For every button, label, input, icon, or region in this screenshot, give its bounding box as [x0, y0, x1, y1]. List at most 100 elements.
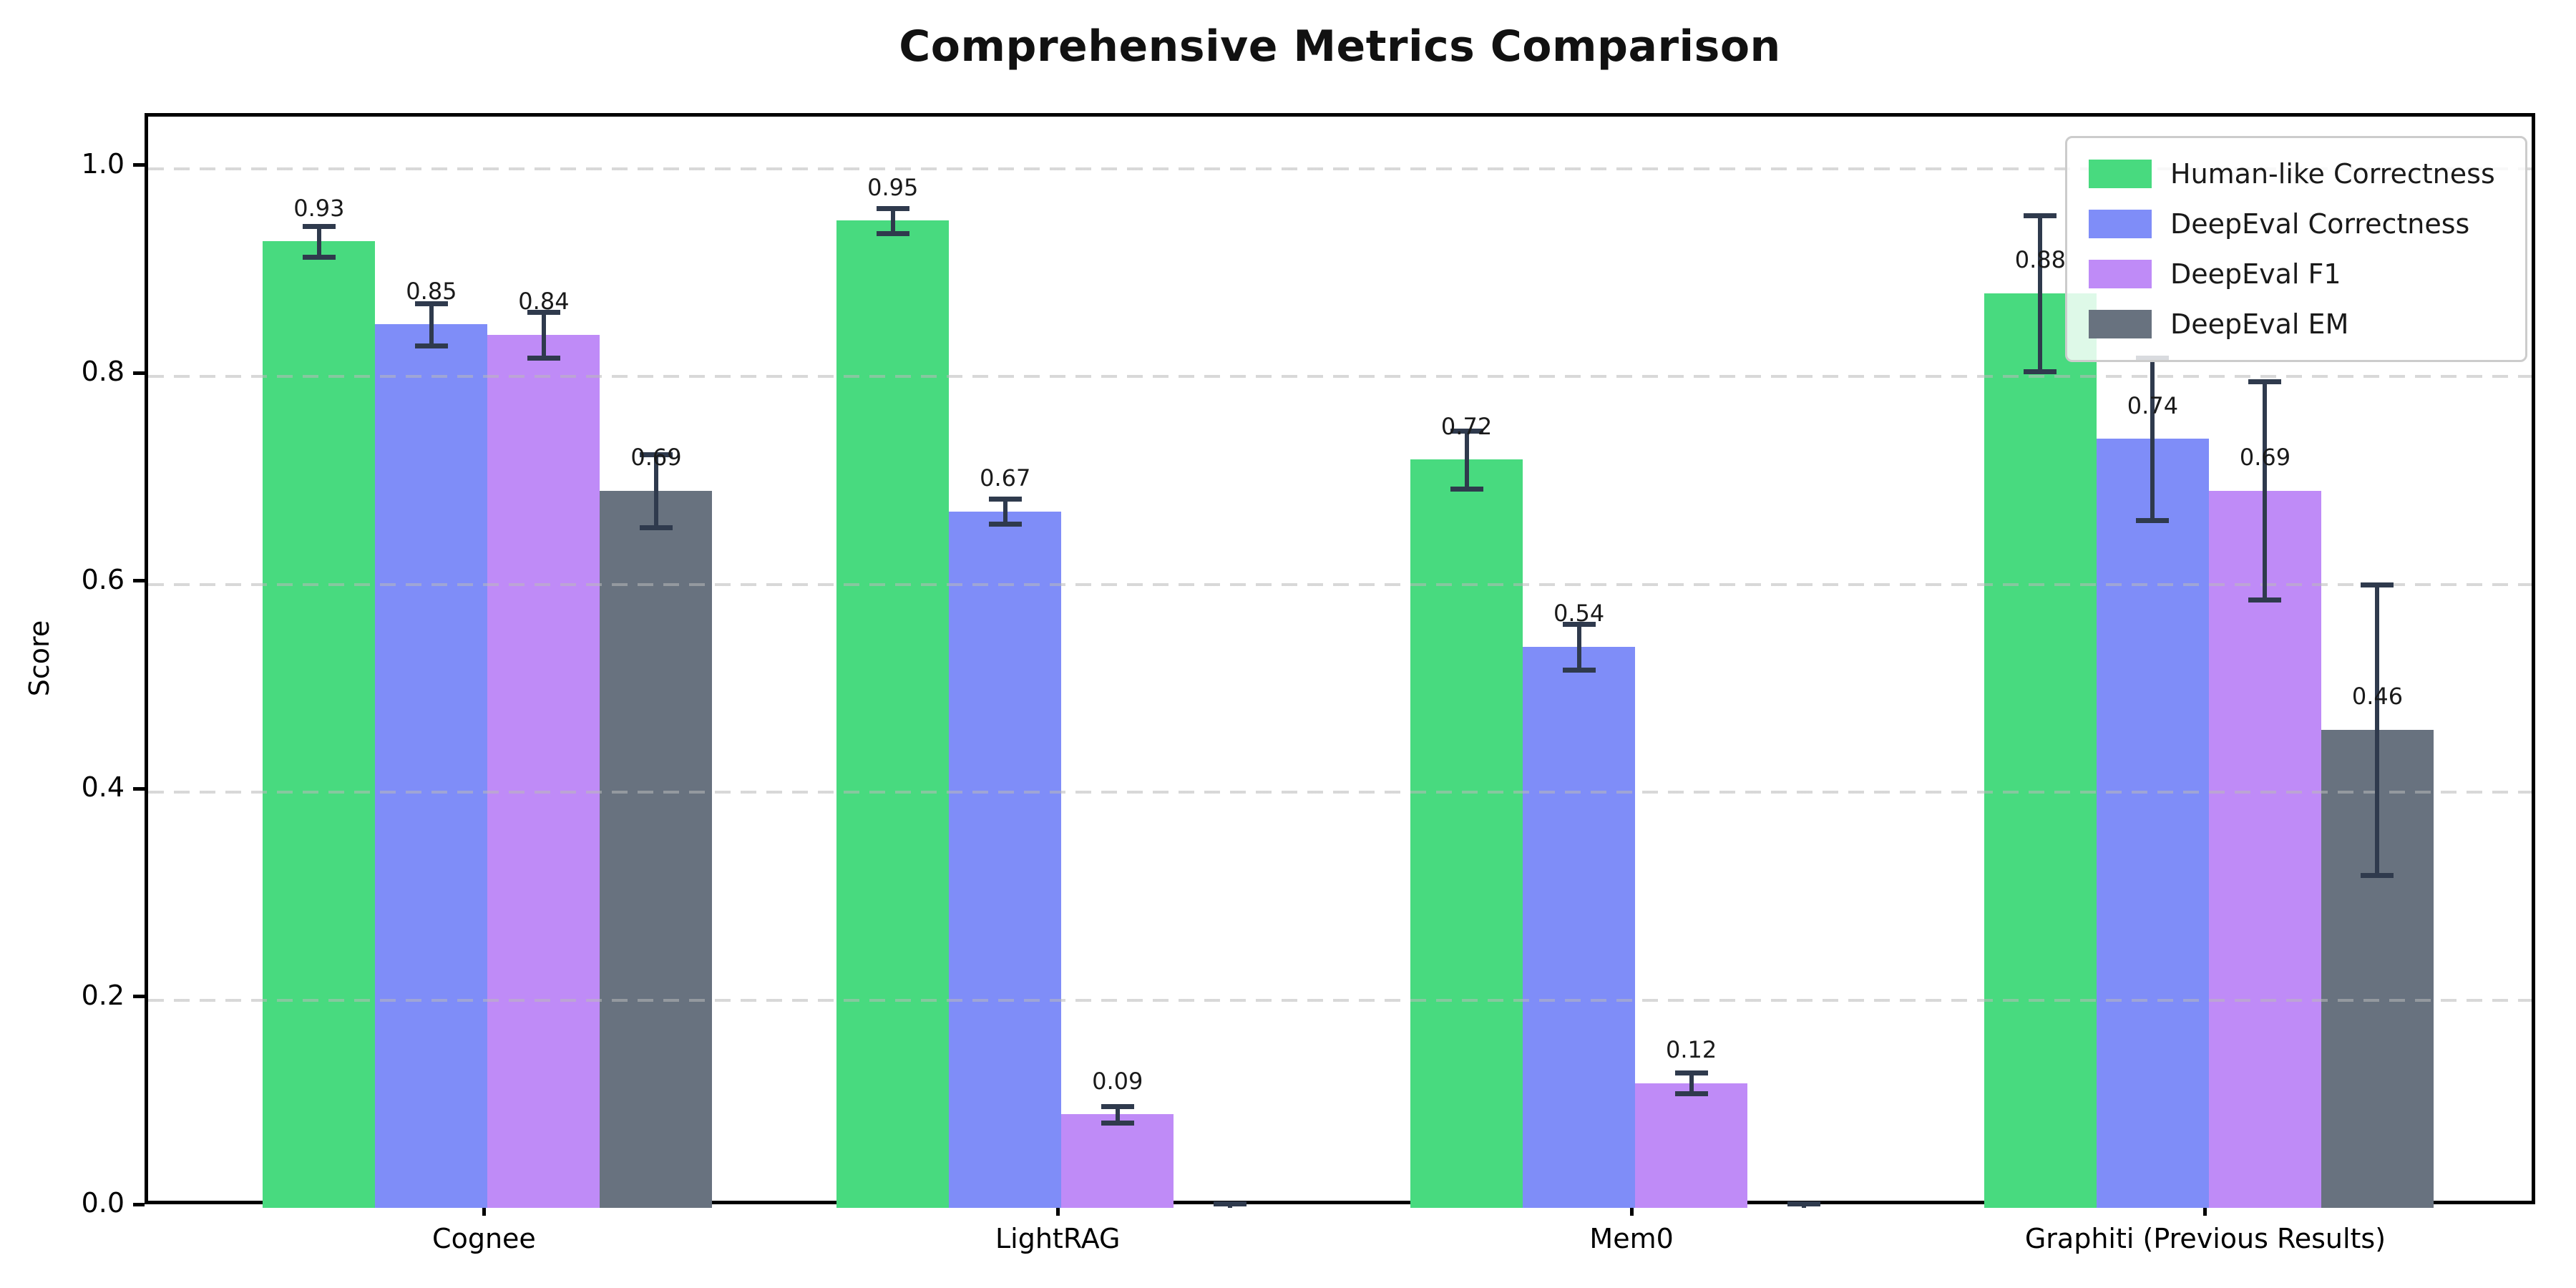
gridline	[148, 791, 2532, 794]
error-bar-cap	[1450, 428, 1483, 434]
legend-label: DeepEval Correctness	[2170, 208, 2470, 240]
legend-label: Human-like Correctness	[2170, 158, 2495, 190]
error-bar-cap	[302, 255, 336, 260]
plot-area: 0.93 0.95 0.72 0.88 0.85 0.67 0.54 0.74 0.84 0.09…	[145, 113, 2535, 1208]
legend-swatch	[2089, 260, 2152, 288]
bar-value-label: 0.69	[630, 444, 682, 472]
error-bar	[2263, 381, 2268, 600]
gridline	[148, 582, 2532, 586]
y-tick-label: 1.0	[81, 147, 125, 180]
error-bar-cap	[2024, 369, 2057, 374]
error-bar-cap	[1450, 486, 1483, 492]
error-bar	[2150, 357, 2155, 520]
x-tick-mark	[482, 1204, 486, 1216]
error-bar-cap	[2024, 213, 2057, 218]
y-tick-mark	[133, 371, 145, 375]
error-bar	[1115, 1106, 1120, 1123]
y-tick-mark	[133, 995, 145, 999]
legend: Human-like Correctness DeepEval Correctne…	[2065, 136, 2527, 362]
error-bar-cap	[2136, 517, 2170, 523]
error-bar-cap	[1674, 1070, 1708, 1076]
error-bar-cap	[1674, 1091, 1708, 1097]
error-bar-cap	[527, 310, 560, 316]
bar-value-label: 0.69	[2239, 444, 2291, 472]
error-bar-cap	[1213, 1201, 1246, 1207]
error-bar-cap	[639, 525, 673, 530]
error-bar-cap	[302, 223, 336, 229]
bar	[949, 511, 1062, 1208]
bar-value-label: 0.85	[406, 277, 457, 305]
bar-value-label: 0.95	[867, 173, 919, 201]
error-bar	[541, 312, 546, 358]
bar-value-label: 0.74	[2127, 391, 2179, 419]
y-tick-label: 0.6	[81, 563, 125, 595]
error-bar	[1464, 430, 1469, 489]
legend-swatch	[2089, 310, 2152, 338]
error-bar-cap	[527, 355, 560, 361]
error-bar	[890, 208, 895, 233]
x-tick-label: Graphiti (Previous Results)	[2024, 1223, 2386, 1254]
error-bar-cap	[1101, 1120, 1134, 1126]
error-bar-cap	[1787, 1201, 1820, 1207]
error-bar-cap	[876, 230, 909, 236]
y-tick-mark	[133, 786, 145, 791]
y-tick-mark	[133, 163, 145, 167]
error-bar	[316, 225, 321, 258]
error-bar-cap	[2361, 582, 2394, 587]
plot-inner: 0.93 0.95 0.72 0.88 0.85 0.67 0.54 0.74 0.84 0.09…	[148, 117, 2532, 1208]
x-tick-label: LightRAG	[995, 1223, 1121, 1254]
bar	[1410, 459, 1523, 1208]
bar	[1061, 1114, 1174, 1208]
bar-value-label: 0.88	[2014, 246, 2067, 274]
error-bar-cap	[988, 522, 1022, 527]
bar-value-label: 0.93	[293, 194, 345, 222]
y-tick-label: 0.4	[81, 771, 125, 804]
legend-swatch	[2089, 210, 2152, 238]
y-tick-label: 0.8	[81, 356, 125, 388]
x-tick-mark	[2203, 1204, 2207, 1216]
error-bar-cap	[1562, 667, 1596, 673]
legend-item: Human-like Correctness	[2089, 158, 2504, 190]
x-tick-mark	[1055, 1204, 1060, 1216]
error-bar-cap	[414, 301, 448, 307]
bar-value-label: 0.46	[2351, 683, 2404, 711]
y-tick-mark	[133, 579, 145, 583]
x-tick-mark	[1629, 1204, 1634, 1216]
bar-value-label: 0.12	[1665, 1036, 1717, 1064]
bar	[263, 241, 376, 1208]
error-bar-cap	[2248, 597, 2282, 603]
gridline	[148, 998, 2532, 1002]
legend-item: DeepEval Correctness	[2089, 208, 2504, 240]
error-bar	[429, 303, 434, 346]
chart-title: Comprehensive Metrics Comparison	[899, 21, 1781, 72]
error-bar-cap	[988, 497, 1022, 502]
bar	[1984, 293, 2097, 1208]
legend-label: DeepEval F1	[2170, 258, 2341, 290]
error-bar-cap	[1562, 621, 1596, 627]
error-bar-cap	[2248, 379, 2282, 385]
bar	[487, 335, 600, 1208]
error-bar-cap	[639, 452, 673, 458]
error-bar	[2375, 584, 2380, 876]
x-tick-label: Cognee	[432, 1223, 536, 1254]
y-tick-label: 0.2	[81, 979, 125, 1011]
bar	[600, 490, 713, 1208]
error-bar	[1002, 499, 1008, 525]
bar	[2096, 439, 2209, 1208]
bar-value-label: 0.54	[1553, 600, 1605, 628]
error-bar	[1689, 1073, 1694, 1094]
y-tick-label: 0.0	[81, 1187, 125, 1219]
legend-label: DeepEval EM	[2170, 308, 2349, 340]
error-bar	[2038, 215, 2043, 371]
error-bar	[1576, 623, 1581, 670]
bar	[836, 220, 950, 1208]
bar-value-label: 0.67	[980, 464, 1031, 492]
error-bar-cap	[2361, 873, 2394, 879]
bar	[2208, 490, 2321, 1208]
bar-value-label: 0.09	[1092, 1067, 1143, 1095]
error-bar	[653, 454, 658, 527]
bar	[375, 324, 488, 1208]
legend-item: DeepEval EM	[2089, 308, 2504, 340]
error-bar-cap	[1101, 1103, 1134, 1109]
